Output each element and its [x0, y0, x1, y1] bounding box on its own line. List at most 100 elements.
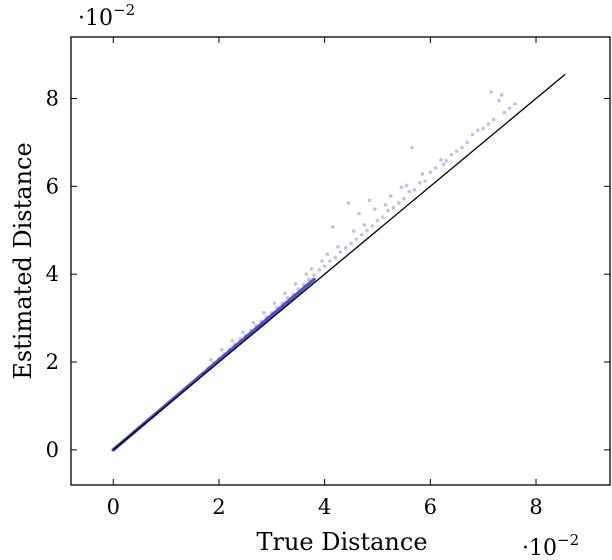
- x-scale-base: ·10: [522, 536, 557, 560]
- x-tick-label: 0: [107, 495, 120, 519]
- scatter-point: [309, 267, 314, 271]
- scatter-point: [217, 356, 221, 361]
- scatter-point: [211, 361, 216, 365]
- scatter-point: [280, 301, 285, 305]
- scatter-point: [449, 152, 454, 157]
- scatter-point: [343, 246, 348, 250]
- scatter-point: [330, 224, 335, 229]
- scatter-point: [373, 207, 377, 211]
- scatter-point: [417, 181, 422, 185]
- scatter-point: [251, 320, 256, 325]
- identity-reference-line: [112, 73, 566, 451]
- scatter-point: [291, 292, 295, 297]
- scatter-point: [362, 223, 367, 227]
- scatter-point: [270, 311, 274, 315]
- scatter-point: [233, 342, 237, 347]
- x-tick-label: 6: [424, 495, 437, 519]
- scatter-point: [264, 315, 269, 320]
- y-tick-label: 0: [46, 438, 59, 462]
- scatter-point: [491, 117, 496, 122]
- scatter-point: [209, 358, 213, 362]
- y-scale-exponent: −2: [113, 1, 135, 19]
- scatter-point: [328, 259, 332, 263]
- scatter-point: [219, 347, 224, 352]
- scatter-point: [423, 179, 427, 183]
- x-tick-label: 2: [212, 495, 225, 519]
- scatter-point: [240, 330, 245, 334]
- scatter-point: [502, 110, 507, 115]
- scatter-point: [338, 250, 343, 255]
- x-scale-exponent: −2: [557, 531, 579, 549]
- scatter-point: [285, 296, 290, 300]
- scatter-point: [248, 328, 253, 333]
- scatter-point: [465, 140, 470, 145]
- scatter-point: [412, 188, 417, 192]
- scatter-point: [380, 215, 385, 219]
- y-tick-label: 8: [46, 86, 59, 110]
- scatter-point: [312, 273, 316, 277]
- scatter-point: [317, 267, 322, 272]
- scatter-point: [325, 252, 330, 257]
- scatter-point: [370, 224, 375, 228]
- scatter-point: [383, 202, 388, 207]
- y-tick-label: 2: [46, 350, 59, 374]
- scatter-point: [410, 145, 414, 150]
- scatter-point: [293, 282, 298, 286]
- scatter-point: [259, 319, 264, 324]
- x-tick-label: 4: [318, 495, 331, 519]
- plot-frame: [70, 36, 611, 486]
- scatter-point: [407, 189, 411, 194]
- scatter-point: [499, 93, 504, 97]
- y-scale-label: ·10−2: [78, 1, 135, 31]
- scatter-point: [206, 366, 211, 370]
- x-axis-title: True Distance: [256, 528, 427, 556]
- scatter-point: [306, 277, 311, 282]
- scatter-point: [396, 201, 401, 205]
- scatter-point: [513, 101, 517, 106]
- scatter-point: [322, 264, 327, 269]
- scatter-point: [349, 241, 353, 246]
- tick-labels: 0 2 4 6 8 0 2 4 6 8: [46, 86, 543, 519]
- scatter-point: [238, 337, 242, 341]
- scatter-point: [481, 126, 485, 131]
- scatter-point: [275, 305, 279, 310]
- scatter-point: [336, 245, 340, 249]
- scatter-point: [351, 229, 356, 233]
- scatter-point: [439, 158, 443, 162]
- scatter-point: [420, 172, 425, 176]
- scatter-point: [357, 211, 361, 216]
- scatter-point: [367, 198, 372, 203]
- scatter-point: [262, 311, 266, 315]
- x-scale-label: ·10−2: [522, 531, 579, 560]
- scatter-point: [375, 218, 380, 223]
- scatter-point: [507, 106, 512, 110]
- scatter-point: [283, 291, 287, 296]
- scatter-point: [486, 122, 491, 126]
- scatter-point: [243, 333, 248, 338]
- x-tick-label: 8: [529, 495, 542, 519]
- scatter-point: [441, 162, 446, 167]
- scatter-point: [402, 196, 406, 201]
- scatter-point: [365, 228, 369, 233]
- y-axis-title: Estimated Distance: [9, 142, 37, 379]
- scatter-point: [272, 301, 277, 305]
- scatter-point: [346, 201, 351, 205]
- scatter-point: [388, 194, 393, 198]
- scatter-point: [460, 145, 464, 150]
- scatter-point: [433, 166, 438, 170]
- scatter-point: [333, 255, 338, 260]
- scatter-point: [497, 98, 501, 103]
- scatter-point: [454, 149, 459, 153]
- scatter-point: [386, 208, 390, 213]
- tick-marks: [71, 37, 610, 485]
- scatter-point: [391, 205, 396, 210]
- scatter-point: [399, 185, 404, 190]
- scatter-point: [222, 352, 227, 356]
- scatter-point: [230, 339, 234, 343]
- scatter-point: [428, 170, 433, 175]
- scatter-point: [404, 183, 409, 188]
- scatter-point: [320, 259, 324, 263]
- data-layer: [111, 90, 517, 452]
- scatter-point: [489, 90, 493, 94]
- scatter-point: [476, 128, 480, 132]
